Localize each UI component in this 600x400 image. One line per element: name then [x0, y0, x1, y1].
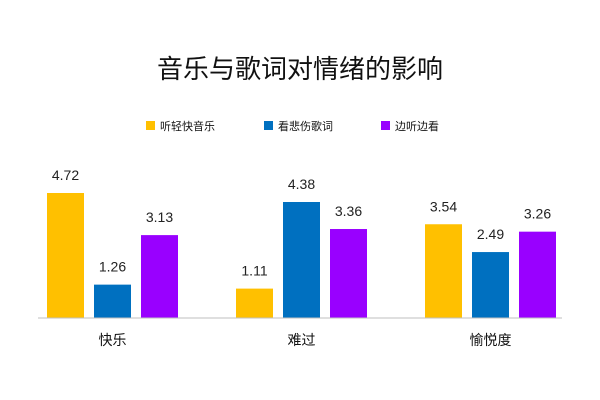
- bar-1-1: [47, 193, 84, 318]
- category-label-3: 愉悦度: [470, 333, 512, 349]
- value-label-1-1: 4.72: [52, 167, 79, 183]
- legend-label-3: 边听边看: [395, 119, 439, 133]
- bar-3-2: [472, 252, 509, 318]
- chart-title: 音乐与歌词对情绪的影响: [157, 55, 443, 85]
- bar-3-1: [425, 224, 462, 318]
- category-labels: 快乐 难过 愉悦度: [99, 333, 512, 349]
- value-label-3-2: 2.49: [477, 226, 504, 242]
- legend-swatch-1: [146, 121, 155, 130]
- legend: 听轻快音乐 看悲伤歌词 边听边看: [146, 119, 439, 133]
- bar-2-2: [283, 202, 320, 318]
- value-label-1-2: 1.26: [99, 259, 126, 275]
- value-label-2-3: 3.36: [335, 203, 362, 219]
- bar-3-3: [519, 231, 556, 318]
- value-label-3-1: 3.54: [430, 198, 457, 214]
- value-label-3-3: 3.26: [524, 206, 551, 222]
- value-label-1-3: 3.13: [146, 209, 173, 225]
- legend-label-2: 看悲伤歌词: [278, 119, 333, 133]
- bar-1-3: [141, 235, 178, 318]
- category-label-1: 快乐: [99, 333, 127, 349]
- legend-label-1: 听轻快音乐: [160, 119, 215, 133]
- category-label-2: 难过: [288, 333, 316, 349]
- value-labels: 4.72 1.26 3.13 1.11 4.38 3.36 3.54 2.49 3.26: [52, 167, 551, 279]
- legend-swatch-3: [381, 121, 390, 130]
- value-label-2-2: 4.38: [288, 176, 315, 192]
- bar-2-1: [236, 288, 273, 318]
- bars: [47, 193, 556, 318]
- legend-swatch-2: [264, 121, 273, 130]
- bar-1-2: [94, 284, 131, 318]
- bar-2-3: [330, 229, 367, 318]
- value-label-2-1: 1.11: [241, 263, 267, 279]
